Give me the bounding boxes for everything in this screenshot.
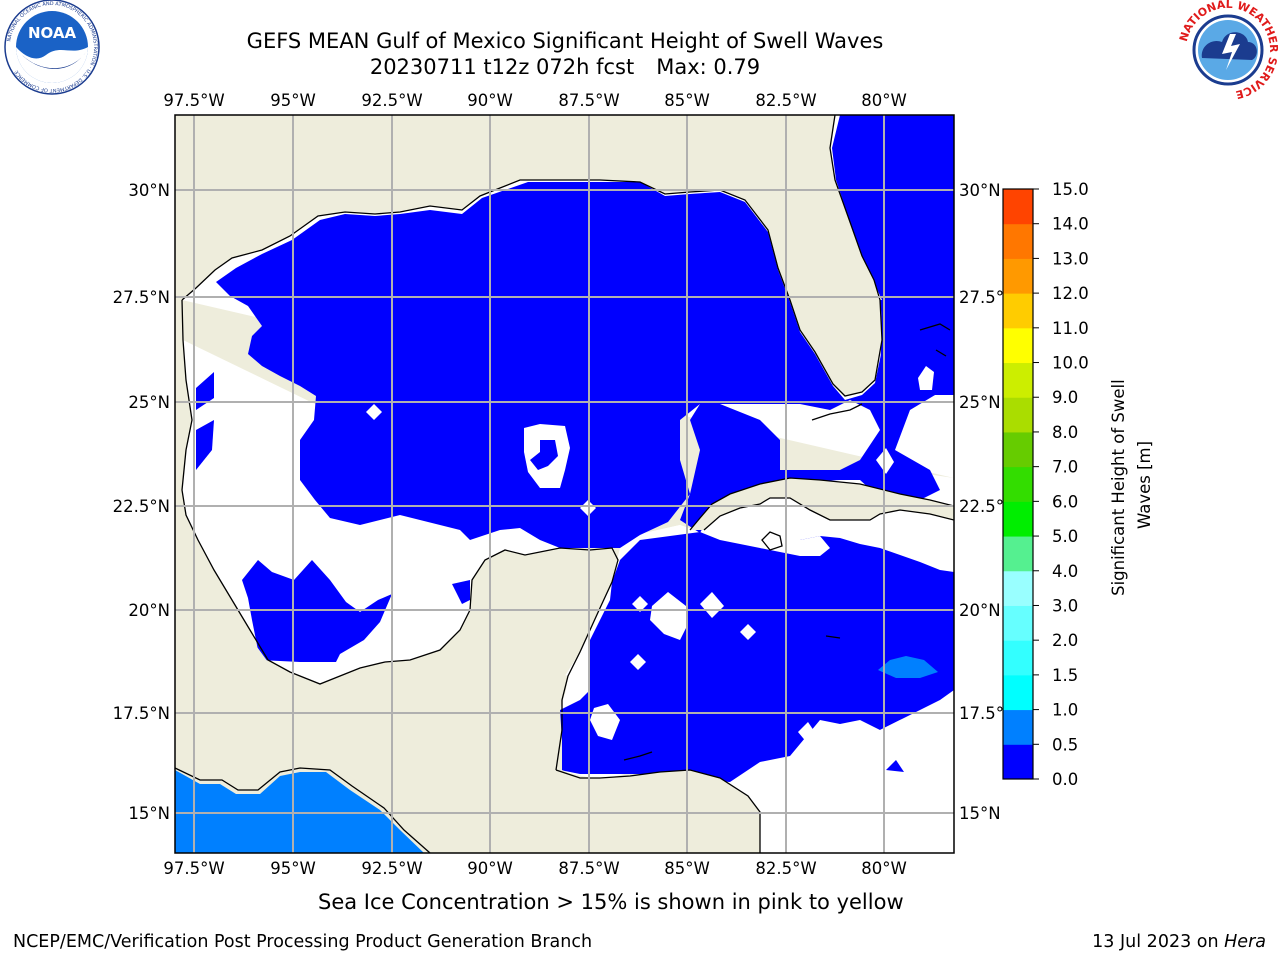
- footer-branch: NCEP/EMC/Verification Post Processing Pr…: [13, 932, 593, 952]
- sea-ice-caption: Sea Ice Concentration > 15% is shown in …: [318, 890, 904, 914]
- lat-tick-right: 20°N: [959, 601, 1001, 620]
- nws-logo: NATIONAL WEATHER SERVICE: [1177, 0, 1280, 101]
- lon-tick-top: 87.5°W: [558, 91, 619, 110]
- swell-gap-10: [798, 722, 816, 744]
- lat-tick-left: 20°N: [128, 601, 170, 620]
- swell-field-mid-pacific: [175, 770, 424, 853]
- lat-tick-left: 15°N: [128, 804, 170, 823]
- swell-gap-12: [880, 696, 954, 780]
- map-frame: [174, 114, 955, 854]
- lon-tick-bottom: 90°W: [467, 859, 513, 878]
- swell-gap-13: [918, 366, 934, 390]
- swell-patch-west-1: [196, 372, 214, 410]
- swell-patch-west-2: [196, 420, 214, 470]
- lon-tick-bottom: 82.5°W: [755, 859, 816, 878]
- lat-tick-left: 17.5°N: [113, 704, 170, 723]
- lat-tick-right: 25°N: [959, 393, 1001, 412]
- lat-tick-right: 30°N: [959, 181, 1001, 200]
- swell-patch-1: [530, 440, 558, 470]
- swell-patch-west-4: [452, 580, 470, 604]
- lat-tick-left: 30°N: [128, 181, 170, 200]
- chart-title: GEFS MEAN Gulf of Mexico Significant Hei…: [246, 29, 884, 53]
- lat-tick-right: 15°N: [959, 804, 1001, 823]
- lat-tick-left: 22.5°N: [113, 497, 170, 516]
- lon-tick-top: 92.5°W: [361, 91, 422, 110]
- lat-tick-right: 17.5°N: [959, 704, 1016, 723]
- swell-gap-7: [740, 624, 756, 640]
- noaa-logo: NOAA NATIONAL OCEANIC AND ATMOSPHERIC AD…: [4, 0, 100, 95]
- lat-tick-right: 22.5°N: [959, 497, 1016, 516]
- lon-tick-bottom: 87.5°W: [558, 859, 619, 878]
- swell-field-mid-caribbean: [878, 656, 938, 678]
- lon-tick-bottom: 97.5°W: [163, 859, 224, 878]
- swell-gap-9: [632, 596, 648, 612]
- footer-date: 13 Jul 2023 on Hera: [1092, 932, 1266, 952]
- swell-gap-5: [700, 592, 724, 618]
- lon-tick-bottom: 95°W: [270, 859, 316, 878]
- lat-tick-right: 27.5°N: [959, 288, 1016, 307]
- noaa-logo-text: NOAA: [28, 24, 77, 42]
- swell-field-atlantic: [832, 115, 954, 420]
- lon-tick-top: 82.5°W: [755, 91, 816, 110]
- lon-tick-top: 85°W: [664, 91, 710, 110]
- swell-patch-2: [886, 760, 904, 772]
- lon-tick-top: 95°W: [270, 91, 316, 110]
- lat-tick-left: 25°N: [128, 393, 170, 412]
- footer-date-text: 13 Jul 2023 on: [1092, 932, 1225, 952]
- map-gridlines: [175, 115, 954, 853]
- max-value-label: Max: 0.79: [656, 55, 761, 79]
- land-north-coast: [175, 115, 882, 495]
- swell-field-caribbean: [560, 532, 954, 782]
- coastline: [175, 115, 954, 853]
- lon-tick-bottom: 85°W: [664, 859, 710, 878]
- lon-tick-bottom: 92.5°W: [361, 859, 422, 878]
- lon-tick-top: 90°W: [467, 91, 513, 110]
- land-central-america: [175, 512, 760, 853]
- lon-tick-top: 80°W: [861, 91, 907, 110]
- swell-gap-4: [650, 592, 688, 640]
- swell-gap-6: [630, 654, 646, 670]
- swell-gap-11: [760, 536, 830, 556]
- swell-field-low: [216, 182, 954, 548]
- lon-tick-bottom: 80°W: [861, 859, 907, 878]
- forecast-date-label: 20230711 t12z 072h fcst: [369, 55, 635, 79]
- chart-subtitle: 20230711 t12z 072h fcst Max: 0.79: [0, 54, 1130, 80]
- lat-tick-left: 27.5°N: [113, 288, 170, 307]
- swell-gap-2: [366, 404, 382, 420]
- lon-tick-top: 97.5°W: [163, 91, 224, 110]
- footer-host: Hera: [1224, 932, 1266, 952]
